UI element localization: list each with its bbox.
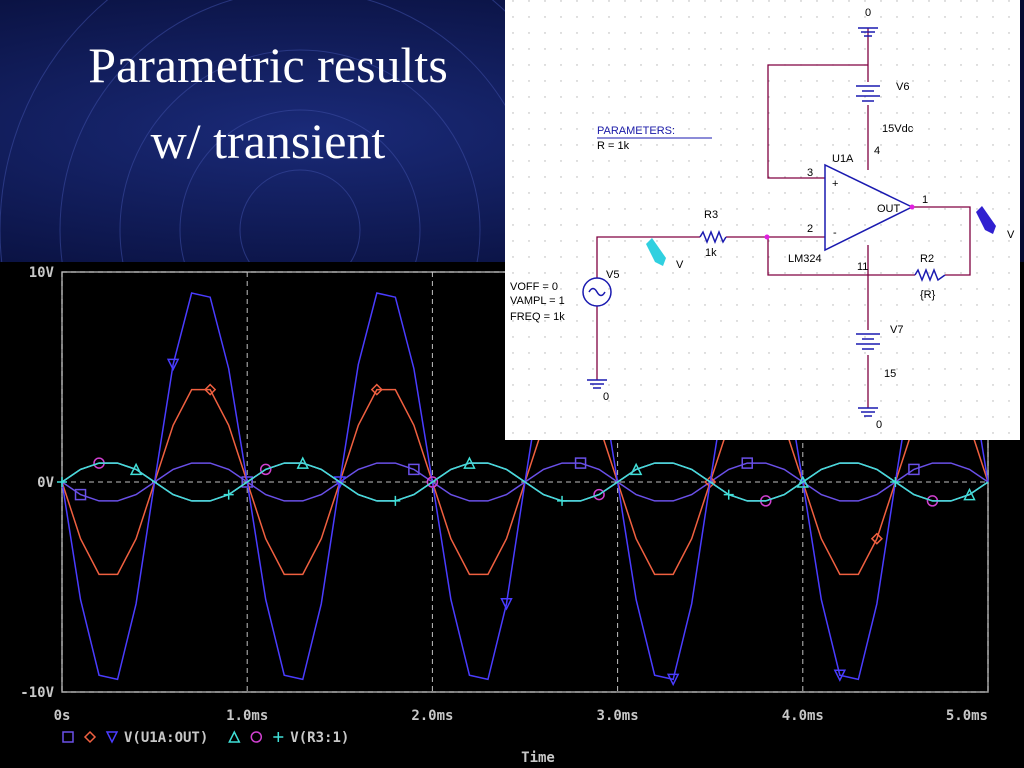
marker: [963, 487, 976, 501]
part-label: V5: [606, 269, 619, 281]
marker: [870, 532, 883, 545]
x-tick-label: 1.0ms: [226, 708, 268, 724]
pin-label: OUT: [877, 203, 901, 215]
marker: [796, 475, 810, 488]
marker: [57, 477, 67, 487]
marker: [166, 358, 180, 372]
marker: [105, 731, 119, 744]
legend-label: V(R3:1): [290, 730, 349, 746]
voltage-probe: [976, 206, 996, 234]
pin-label: 1: [922, 194, 928, 206]
components: [582, 27, 946, 417]
part-value: LM324: [788, 253, 822, 265]
marker: [129, 462, 143, 476]
pin-sign: +: [832, 178, 838, 190]
pin-label: 2: [807, 223, 813, 235]
marker: [259, 463, 272, 476]
marker: [666, 673, 680, 687]
schematic-grid: [505, 0, 1020, 440]
part-label: R3: [704, 209, 718, 221]
pin-label: 3: [807, 167, 813, 179]
marker: [228, 730, 241, 743]
part-value: {R}: [920, 289, 936, 301]
marker: [83, 730, 97, 744]
x-tick-label: 2.0ms: [411, 708, 453, 724]
probe-label: V: [1007, 229, 1015, 241]
marker: [62, 731, 74, 743]
part-label: R2: [920, 253, 934, 265]
voltage-probe: [646, 238, 666, 266]
marker: [593, 488, 605, 501]
marker: [833, 669, 847, 682]
marker: [741, 457, 753, 469]
y-tick-label: 0V: [37, 475, 54, 491]
node-label: 0: [603, 391, 609, 403]
marker: [629, 462, 643, 476]
x-axis-label: Time: [521, 750, 555, 766]
node-label: 0: [865, 7, 871, 19]
part-label: V7: [890, 324, 903, 336]
pin-label: 11: [857, 261, 868, 273]
part-value: 15: [884, 368, 896, 380]
marker: [426, 476, 439, 488]
marker: [333, 476, 347, 489]
wires: [596, 28, 971, 408]
source-setting: VOFF = 0: [510, 281, 558, 293]
marker: [273, 732, 284, 742]
part-label: U1A: [832, 153, 854, 165]
slide-title: w/ transient: [151, 113, 386, 169]
part-value: 1k: [705, 247, 717, 259]
marker: [723, 489, 734, 500]
marker: [408, 463, 420, 476]
marker: [557, 495, 568, 506]
source-setting: VAMPL = 1: [510, 295, 565, 307]
marker: [223, 489, 234, 500]
legend-label: V(U1A:OUT): [124, 730, 208, 746]
marker: [890, 477, 901, 487]
marker: [908, 463, 920, 476]
parameters-value: R = 1k: [597, 140, 630, 152]
x-tick-label: 4.0ms: [782, 708, 824, 724]
marker: [204, 383, 217, 396]
parameters-label: PARAMETERS:: [597, 125, 675, 137]
pin-label: 4: [874, 145, 880, 157]
probe-label: V: [676, 259, 684, 271]
marker: [74, 488, 87, 501]
marker: [250, 731, 263, 743]
part-label: V6: [896, 81, 909, 93]
marker: [390, 495, 401, 506]
x-tick-label: 5.0ms: [946, 708, 988, 724]
junction: [764, 234, 770, 240]
pin-sign: -: [833, 227, 837, 239]
source-setting: FREQ = 1k: [510, 311, 565, 323]
marker: [241, 476, 253, 488]
x-tick-label: 3.0ms: [597, 708, 639, 724]
part-value: 15Vdc: [882, 123, 914, 135]
y-tick-label: -10V: [20, 685, 54, 701]
schematic: 0 V6 15Vdc PARAMETERS: R = 1k U1A 4 3 + …: [505, 0, 1020, 440]
marker: [370, 383, 383, 396]
series-line: [61, 462, 989, 502]
slide-title: Parametric results: [88, 37, 448, 93]
marker: [574, 457, 587, 469]
x-tick-label: 0s: [54, 708, 71, 724]
y-tick-label: 10V: [29, 265, 55, 281]
marker: [500, 598, 513, 611]
node-label: 0: [876, 419, 882, 431]
junction: [909, 204, 915, 210]
